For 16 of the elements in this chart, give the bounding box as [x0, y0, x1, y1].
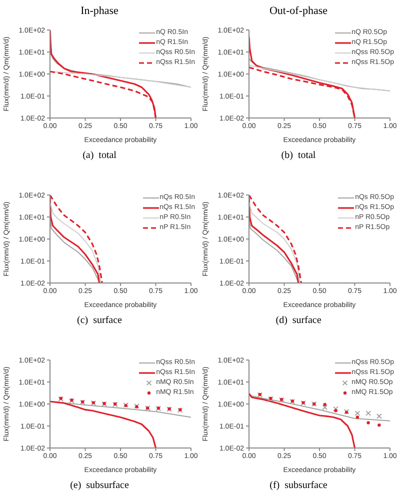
point [356, 416, 360, 419]
point [378, 423, 381, 427]
text: (d) surface [274, 315, 322, 326]
chart-title: In-phase [80, 4, 120, 19]
point [334, 409, 338, 412]
point [323, 402, 326, 406]
point [366, 421, 370, 424]
line-series [50, 400, 157, 448]
text: (a) total [82, 150, 118, 161]
text: (c) surface [76, 315, 123, 326]
text: (f) subsurface [268, 480, 328, 491]
chart-title: Out-of-phase [268, 4, 329, 19]
text: (e) subsurface [69, 480, 130, 491]
line-series [249, 394, 390, 422]
text: (b) total [280, 150, 317, 161]
line-series [249, 64, 390, 92]
